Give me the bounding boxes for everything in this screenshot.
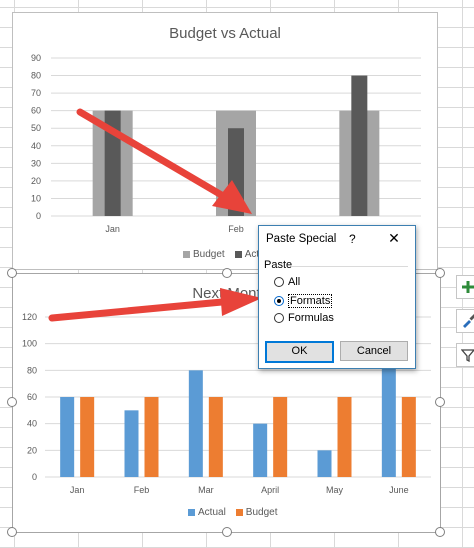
radio-all[interactable]	[274, 277, 284, 287]
x-tick-label: Jan	[105, 224, 120, 234]
resize-handle[interactable]	[435, 527, 445, 537]
y-tick-label: 40	[31, 141, 41, 151]
plus-icon	[462, 281, 474, 293]
help-button[interactable]: ?	[349, 232, 356, 246]
brush-icon	[463, 313, 474, 328]
y-tick-label: 30	[31, 158, 41, 168]
y-tick-label: 70	[31, 88, 41, 98]
radio-formulas[interactable]	[274, 313, 284, 323]
y-tick-label: 0	[32, 472, 37, 482]
bar-budget	[401, 397, 416, 477]
legend-item-budget: Budget	[183, 249, 225, 260]
x-tick-label: Jan	[70, 485, 85, 495]
y-tick-label: 80	[27, 365, 37, 375]
bar-actual	[351, 75, 368, 216]
chart-filters-button[interactable]	[456, 343, 474, 367]
radio-formats[interactable]	[274, 296, 284, 306]
legend-item-actual: Actual	[188, 507, 226, 518]
bar-budget	[273, 397, 288, 477]
x-tick-label: April	[261, 485, 279, 495]
option-formats[interactable]: Formats	[274, 294, 333, 308]
bar-budget	[80, 397, 95, 477]
option-all[interactable]: All	[274, 276, 300, 288]
y-tick-label: 50	[31, 123, 41, 133]
legend-item-budget: Budget	[235, 507, 278, 518]
resize-handle[interactable]	[222, 527, 232, 537]
chart-styles-button[interactable]	[456, 309, 474, 333]
bar-budget	[144, 397, 159, 477]
option-label: All	[288, 276, 301, 288]
chart-elements-button[interactable]	[456, 275, 474, 299]
resize-handle[interactable]	[435, 268, 445, 278]
chart-title: Budget vs Actual	[169, 25, 281, 42]
group-divider	[292, 266, 408, 267]
x-tick-label: May	[326, 485, 344, 495]
y-tick-label: 40	[27, 419, 37, 429]
bar-actual	[104, 110, 121, 216]
chart-plot-area: 0 20 40 60 80 100 120 Jan Feb Mar April May June	[22, 312, 431, 495]
filter-icon	[461, 349, 474, 362]
y-tick-label: 100	[22, 339, 37, 349]
bar-actual	[228, 128, 244, 216]
y-tick-label: 90	[31, 53, 41, 63]
y-tick-label: 80	[31, 71, 41, 81]
resize-handle[interactable]	[7, 397, 17, 407]
resize-handle[interactable]	[435, 397, 445, 407]
bar-actual	[253, 423, 268, 477]
close-icon[interactable]: ✕	[388, 230, 400, 246]
resize-handle[interactable]	[7, 527, 17, 537]
ok-button[interactable]: OK	[265, 341, 334, 363]
option-label: Formats	[288, 294, 333, 308]
bar-actual	[317, 450, 332, 477]
group-label: Paste	[264, 259, 293, 271]
x-tick-label: Mar	[198, 485, 214, 495]
resize-handle[interactable]	[222, 268, 232, 278]
bar-budget	[337, 397, 352, 477]
bar-actual	[188, 370, 203, 477]
chart-legend: Actual Budget	[188, 507, 278, 518]
y-tick-label: 0	[36, 211, 41, 221]
y-tick-label: 20	[31, 176, 41, 186]
bar-actual	[60, 397, 75, 477]
cancel-button[interactable]: Cancel	[340, 341, 408, 361]
x-tick-label: Feb	[134, 485, 150, 495]
y-tick-label: 60	[27, 392, 37, 402]
option-formulas[interactable]: Formulas	[274, 312, 334, 324]
paste-group: Paste All Formats Formulas	[264, 256, 410, 326]
paste-special-dialog[interactable]: Paste Special ? ✕ Paste All Formats Form…	[258, 225, 416, 369]
y-tick-label: 10	[31, 193, 41, 203]
legend-item-actual: Actu	[234, 249, 265, 260]
bar-budget	[208, 397, 223, 477]
x-tick-label: Feb	[228, 224, 244, 234]
x-tick-label: June	[389, 485, 409, 495]
bar-actual	[124, 410, 139, 477]
bar-actual	[381, 363, 396, 477]
option-label: Formulas	[288, 312, 334, 324]
y-tick-label: 20	[27, 445, 37, 455]
dialog-title: Paste Special	[266, 233, 337, 245]
y-tick-label: 120	[22, 312, 37, 322]
y-tick-label: 60	[31, 106, 41, 116]
resize-handle[interactable]	[7, 268, 17, 278]
chart-legend: Budget Actu	[183, 249, 265, 260]
